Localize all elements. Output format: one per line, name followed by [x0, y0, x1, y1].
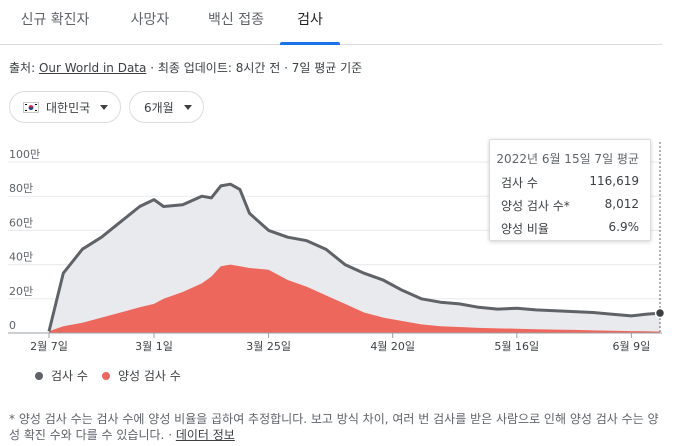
footnote-separator: ·: [164, 428, 176, 442]
x-tick-label: 2월 7일: [30, 339, 68, 353]
tooltip-label: 검사 수: [501, 176, 538, 190]
period-dropdown[interactable]: 6개월: [129, 91, 204, 123]
tooltip-row-rate: 양성 비율 6.9%: [501, 220, 639, 238]
tooltip-date: 2022년 6월 15일 7일 평균: [496, 152, 639, 166]
source-suffix: · 최종 업데이트: 8시간 전 · 7일 평균 기준: [150, 61, 363, 75]
tab-vaccinations[interactable]: 백신 접종: [208, 12, 264, 28]
tab-new-cases[interactable]: 신규 확진자: [20, 12, 90, 28]
tab-bar: 신규 확진자 사망자 백신 접종 검사: [0, 0, 662, 45]
footnote: * 양성 검사 수는 검사 수에 양성 비율을 곱하여 추정합니다. 보고 방식…: [9, 411, 659, 443]
chart-areas: [47, 182, 661, 333]
x-tick-label: 3월 1일: [135, 339, 173, 353]
y-tick-label: 80만: [9, 182, 33, 195]
tooltip-row-tests: 검사 수 116,619: [501, 174, 639, 192]
legend-dot-icon: [35, 371, 43, 380]
x-tick-label: 3월 25일: [246, 339, 291, 353]
korea-flag-icon: [23, 101, 39, 113]
legend-label: 검사 수: [51, 369, 88, 383]
hover-point: [654, 307, 666, 319]
y-tick-label: 0: [9, 319, 16, 332]
chevron-down-icon: [100, 104, 109, 110]
period-dropdown-label: 6개월: [144, 100, 174, 115]
chart-legend: 검사 수 양성 검사 수: [35, 367, 195, 384]
source-line: 출처: Our World in Data · 최종 업데이트: 8시간 전 ·…: [9, 59, 362, 76]
legend-item-tests: 검사 수: [35, 367, 88, 384]
tooltip-label: 양성 비율: [501, 222, 549, 236]
tooltip: 2022년 6월 15일 7일 평균 검사 수 116,619 양성 검사 수*…: [489, 139, 651, 241]
x-tick-label: 5월 16일: [494, 339, 539, 353]
x-tick-label: 6월 9일: [612, 339, 650, 353]
x-axis-ticks: 2월 7일 3월 1일 3월 25일 4월 20일 5월 16일 6월 9일: [8, 332, 662, 353]
tests-chart: 0 20만 40만 60만 80만 100만 2월 7일 3월 1일 3월 25일 4월 20일…: [8, 142, 666, 353]
country-dropdown[interactable]: 대한민국: [9, 91, 121, 123]
source-prefix: 출처:: [9, 61, 36, 75]
legend-label: 양성 검사 수: [117, 369, 181, 383]
y-tick-label: 60만: [9, 216, 33, 229]
tooltip-value: 116,619: [589, 174, 639, 188]
series-line-tests: [47, 182, 661, 332]
country-dropdown-label: 대한민국: [46, 100, 91, 115]
tooltip-value: 6.9%: [608, 220, 640, 234]
chevron-down-icon: [183, 104, 192, 110]
area-positive: [49, 264, 660, 333]
tooltip-value: 8,012: [604, 197, 639, 211]
tab-deaths[interactable]: 사망자: [130, 12, 170, 28]
y-tick-label: 100만: [9, 148, 40, 161]
source-link[interactable]: Our World in Data: [38, 61, 147, 75]
tooltip-row-positive: 양성 검사 수* 8,012: [501, 197, 639, 215]
tab-tests[interactable]: 검사: [280, 0, 340, 45]
y-axis-labels: 0 20만 40만 60만 80만 100만: [9, 148, 40, 332]
tooltip-label: 양성 검사 수*: [501, 199, 570, 213]
footnote-text: * 양성 검사 수는 검사 수에 양성 비율을 곱하여 추정합니다. 보고 방식…: [9, 412, 659, 442]
y-tick-label: 20만: [9, 285, 33, 298]
legend-dot-icon: [101, 371, 110, 380]
x-tick-label: 4월 20일: [370, 339, 415, 353]
data-info-link[interactable]: 데이터 정보: [175, 428, 235, 442]
y-tick-label: 40만: [9, 251, 33, 264]
legend-item-positive: 양성 검사 수: [101, 367, 181, 384]
